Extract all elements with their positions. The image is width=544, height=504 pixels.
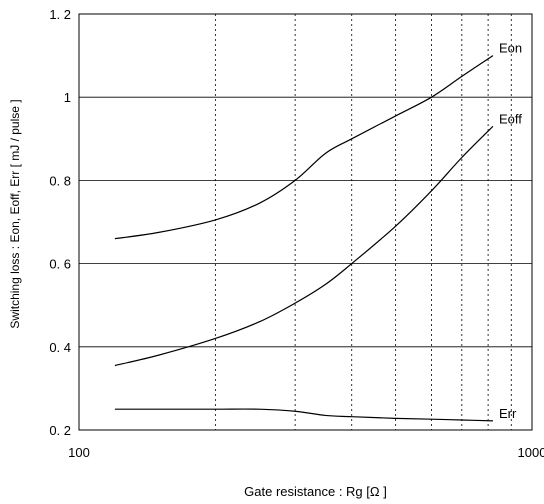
grid-layer [79,14,532,430]
y-tick-label: 0. 2 [49,423,71,438]
plot-frame [78,13,533,431]
x-tick-label: 1000 [518,445,544,460]
series-line-err [114,408,493,422]
y-tick-label: 0. 8 [49,173,71,188]
series-line-eoff [114,125,494,367]
series-layer: Eon Eoff Err [114,41,522,422]
series-label-eoff: Eoff [499,111,522,126]
series-label-eon: Eon [499,41,522,56]
series-line-eon [114,55,494,240]
y-axis-label: Switching loss : Eon, Eoff, Err [ mJ / p… [8,99,22,328]
y-tick-label: 0. 4 [49,340,71,355]
tick-labels: 0. 2 0. 4 0. 6 0. 8 1 1. 2 100 1000 [49,7,544,460]
y-tick-label: 1. 2 [49,7,71,22]
y-tick-label: 0. 6 [49,257,71,272]
series-label-err: Err [499,406,517,421]
y-tick-label: 1 [64,90,71,105]
x-tick-label: 100 [68,445,90,460]
x-axis-label: Gate resistance : Rg [Ω ] [244,484,387,499]
